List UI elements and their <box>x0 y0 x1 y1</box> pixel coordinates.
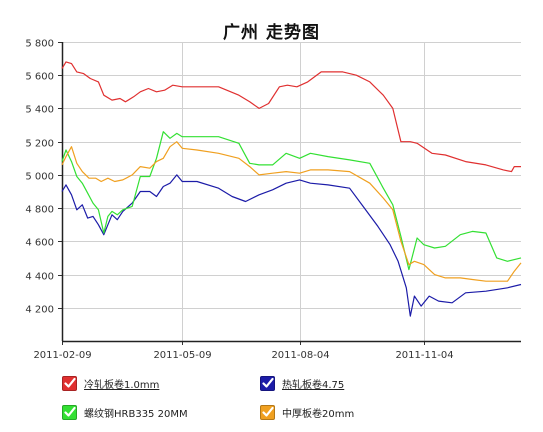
chart-title: 广州 走势图 <box>223 23 320 43</box>
y-tick-label: 5 200 <box>25 139 54 150</box>
y-tick-label: 4 600 <box>25 238 54 249</box>
x-tick-label: 2011-08-04 <box>271 350 329 361</box>
y-tick-label: 4 800 <box>25 205 54 216</box>
x-tick-label: 2011-11-04 <box>395 350 453 361</box>
checkmark-icon[interactable] <box>260 375 275 391</box>
legend-item-2[interactable]: 热轧板卷4.75 <box>260 374 344 392</box>
series-line-2 <box>61 174 522 317</box>
legend-item-3[interactable]: 螺纹钢HRB335 20MM <box>62 403 188 421</box>
series-line-3 <box>61 131 522 271</box>
y-tick-label: 5 400 <box>25 105 54 116</box>
y-tick-label: 5 600 <box>25 72 54 83</box>
x-tick-label: 2011-02-09 <box>33 350 91 361</box>
legend-item-1[interactable]: 冷轧板卷1.0mm <box>62 374 159 392</box>
legend-item-4[interactable]: 中厚板卷20mm <box>260 403 354 421</box>
x-tick-label: 2011-05-09 <box>153 350 211 361</box>
y-tick-label: 4 400 <box>25 272 54 283</box>
checkmark-icon[interactable] <box>260 404 275 420</box>
legend-label: 热轧板卷4.75 <box>282 379 345 391</box>
legend-label: 冷轧板卷1.0mm <box>84 379 160 391</box>
y-tick-label: 5 800 <box>25 39 54 50</box>
y-tick-label: 4 200 <box>25 305 54 316</box>
series-line-4 <box>61 141 522 282</box>
legend-label: 中厚板卷20mm <box>282 408 355 420</box>
legend-label: 螺纹钢HRB335 20MM <box>84 408 188 420</box>
series-line-1 <box>61 61 521 173</box>
y-tick-label: 5 000 <box>25 172 54 183</box>
checkmark-icon[interactable] <box>62 375 77 391</box>
checkmark-icon[interactable] <box>62 404 77 420</box>
